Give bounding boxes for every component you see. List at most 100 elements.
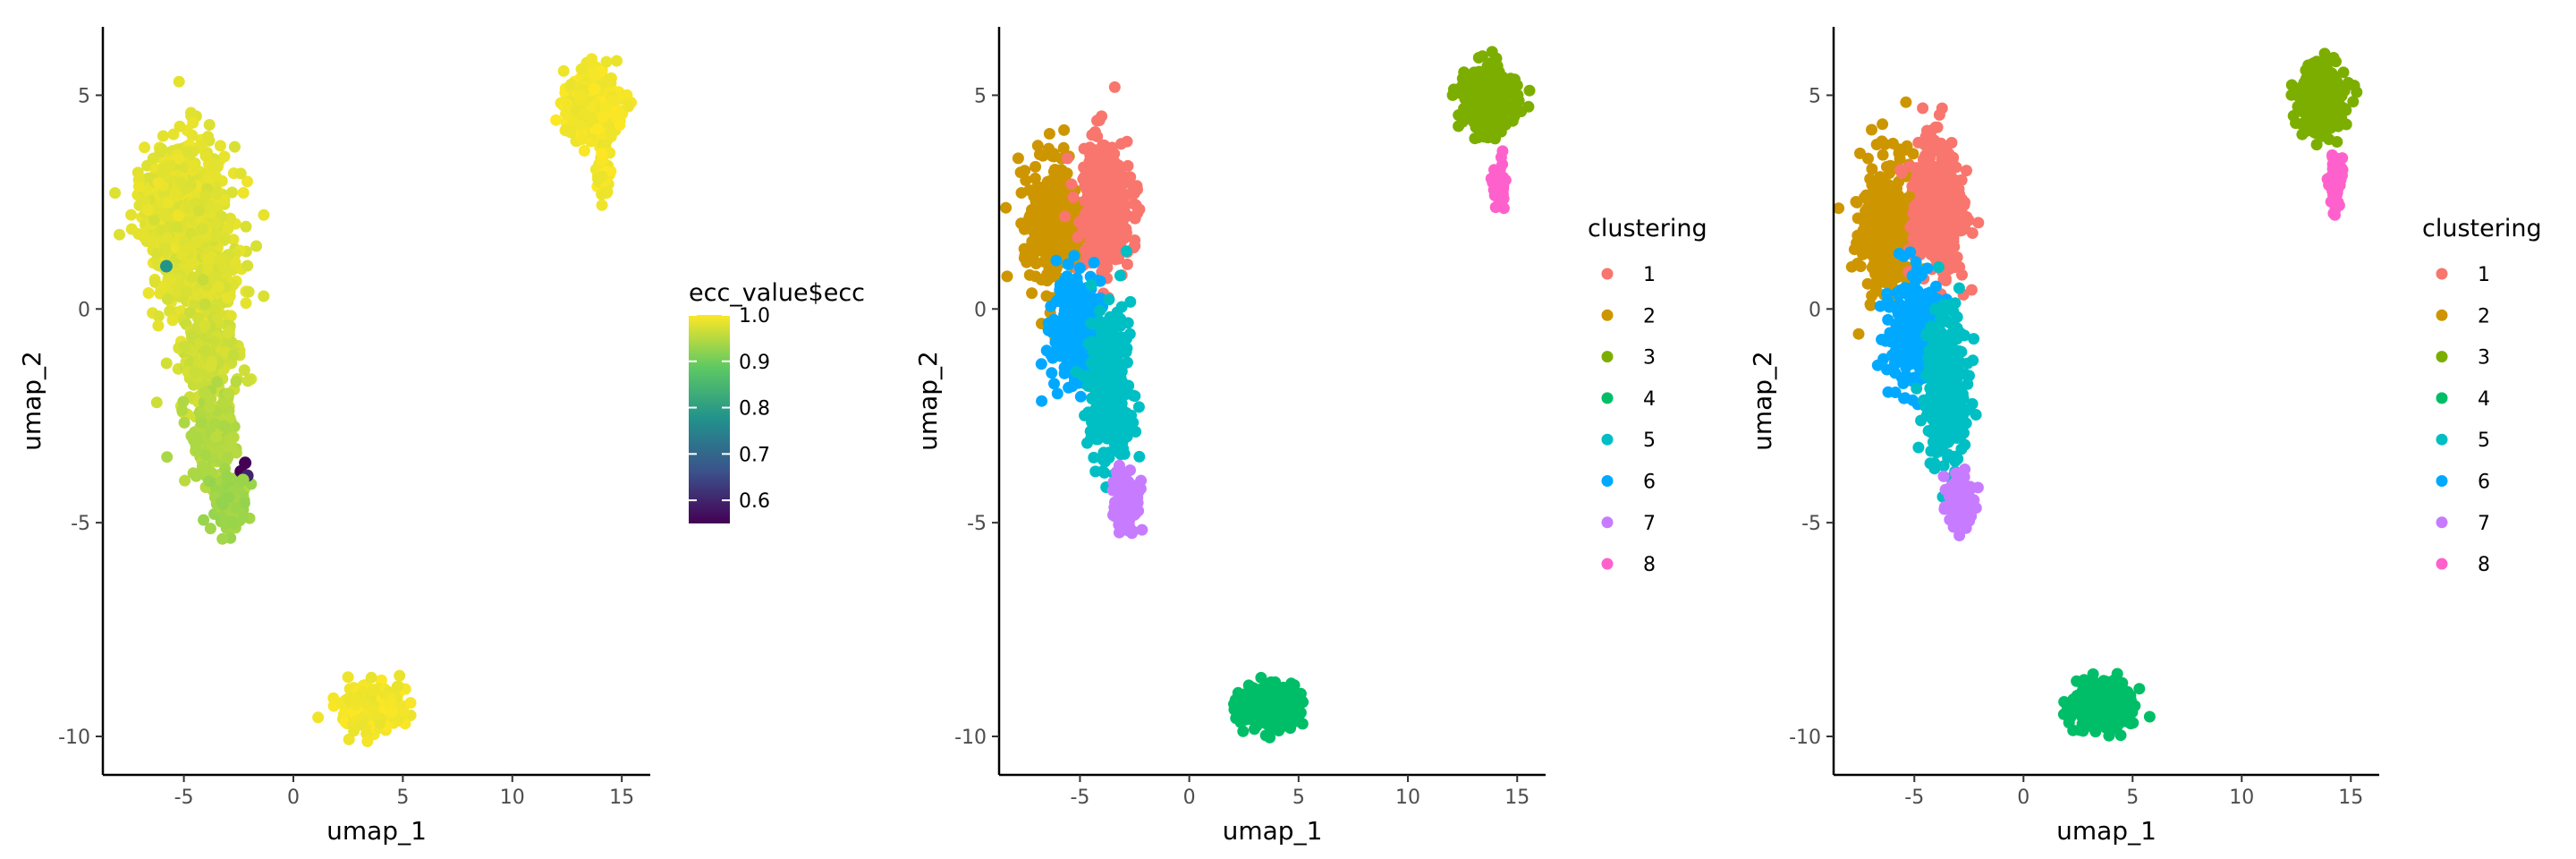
- data-point: [1490, 90, 1503, 103]
- legend-label: 2: [1643, 305, 1656, 327]
- data-point: [1012, 152, 1024, 165]
- data-point: [573, 90, 586, 102]
- data-point: [1232, 686, 1244, 699]
- data-point: [203, 173, 216, 185]
- data-point: [229, 256, 242, 268]
- data-point: [367, 685, 378, 696]
- data-point: [1076, 304, 1088, 317]
- data-point: [1110, 422, 1123, 435]
- data-point: [1054, 193, 1066, 206]
- data-point: [589, 68, 602, 81]
- data-point: [164, 305, 176, 318]
- x-tick-label: -5: [1070, 787, 1089, 809]
- data-point: [394, 669, 406, 682]
- data-point: [150, 396, 163, 409]
- data-point: [1852, 212, 1864, 225]
- data-point: [386, 705, 399, 718]
- data-point: [157, 130, 169, 142]
- data-point: [1001, 270, 1013, 283]
- data-point: [149, 276, 161, 288]
- data-point: [152, 319, 165, 332]
- legend-label: 3: [1643, 347, 1656, 370]
- data-point: [596, 188, 608, 200]
- data-point: [1496, 191, 1508, 204]
- data-point: [1040, 250, 1053, 262]
- data-point: [161, 293, 174, 305]
- data-point: [1495, 125, 1507, 138]
- data-point: [109, 187, 122, 200]
- data-point: [203, 401, 216, 413]
- data-point: [226, 186, 238, 199]
- data-point: [240, 297, 252, 310]
- y-axis-label: umap_2: [17, 351, 47, 451]
- data-point: [179, 474, 191, 487]
- data-point: [1499, 174, 1512, 186]
- data-point: [1099, 421, 1112, 433]
- data-point: [258, 290, 270, 302]
- data-point: [623, 100, 634, 113]
- data-point: [1113, 526, 1125, 539]
- data-point: [1120, 245, 1132, 258]
- colorbar-tick-label: 0.9: [739, 352, 770, 374]
- y-tick-label: -10: [58, 727, 90, 749]
- data-point: [596, 199, 608, 211]
- data-point: [1254, 707, 1267, 719]
- legend-key: [1601, 351, 1614, 363]
- scatter-points: [1833, 47, 2363, 742]
- data-point: [225, 212, 236, 225]
- data-point: [342, 671, 354, 684]
- data-point: [1100, 191, 1113, 204]
- data-point: [1118, 384, 1131, 396]
- data-point: [199, 319, 211, 332]
- data-point: [201, 263, 214, 276]
- data-point: [258, 208, 270, 221]
- data-point: [139, 141, 151, 154]
- y-tick-label: -5: [71, 513, 90, 535]
- legend-key: [1601, 433, 1614, 446]
- x-tick-label: -5: [174, 787, 194, 809]
- data-point: [1121, 135, 1133, 148]
- data-point: [1096, 110, 1108, 123]
- data-point: [1491, 60, 1504, 72]
- legend-title: ecc_value$ecc: [689, 279, 865, 307]
- data-point: [1877, 149, 1889, 161]
- data-point: [1121, 342, 1133, 354]
- data-point: [237, 187, 250, 199]
- data-point: [159, 259, 173, 273]
- x-tick-label: 10: [500, 787, 525, 809]
- data-point: [578, 145, 590, 157]
- data-point: [214, 140, 226, 152]
- data-point: [559, 124, 572, 137]
- data-point: [172, 285, 184, 298]
- data-point: [219, 233, 232, 245]
- y-tick-label: 5: [974, 85, 987, 107]
- data-point: [1073, 352, 1086, 364]
- data-point: [1030, 160, 1042, 173]
- data-point: [1472, 52, 1485, 64]
- data-point: [578, 107, 590, 120]
- data-point: [1891, 183, 1902, 195]
- scatter-points: [1000, 46, 1536, 744]
- data-point: [1045, 200, 1056, 213]
- data-point: [576, 133, 589, 145]
- data-point: [182, 200, 194, 213]
- data-point: [1094, 304, 1106, 317]
- data-point: [1894, 152, 1906, 165]
- data-point: [1111, 485, 1123, 498]
- legend-key: [1601, 475, 1614, 487]
- legend-key: [1601, 309, 1614, 321]
- point-group-c7: [1106, 459, 1148, 540]
- data-point: [1126, 525, 1139, 537]
- data-point: [1114, 172, 1126, 184]
- colorbar-tick-label: 0.7: [739, 444, 770, 466]
- data-point: [196, 223, 208, 235]
- data-point: [1862, 152, 1874, 165]
- data-point: [1885, 268, 1898, 281]
- data-point: [211, 376, 224, 388]
- data-point: [147, 235, 159, 248]
- data-point: [1133, 450, 1146, 463]
- data-point: [228, 140, 241, 153]
- data-point: [1026, 204, 1038, 216]
